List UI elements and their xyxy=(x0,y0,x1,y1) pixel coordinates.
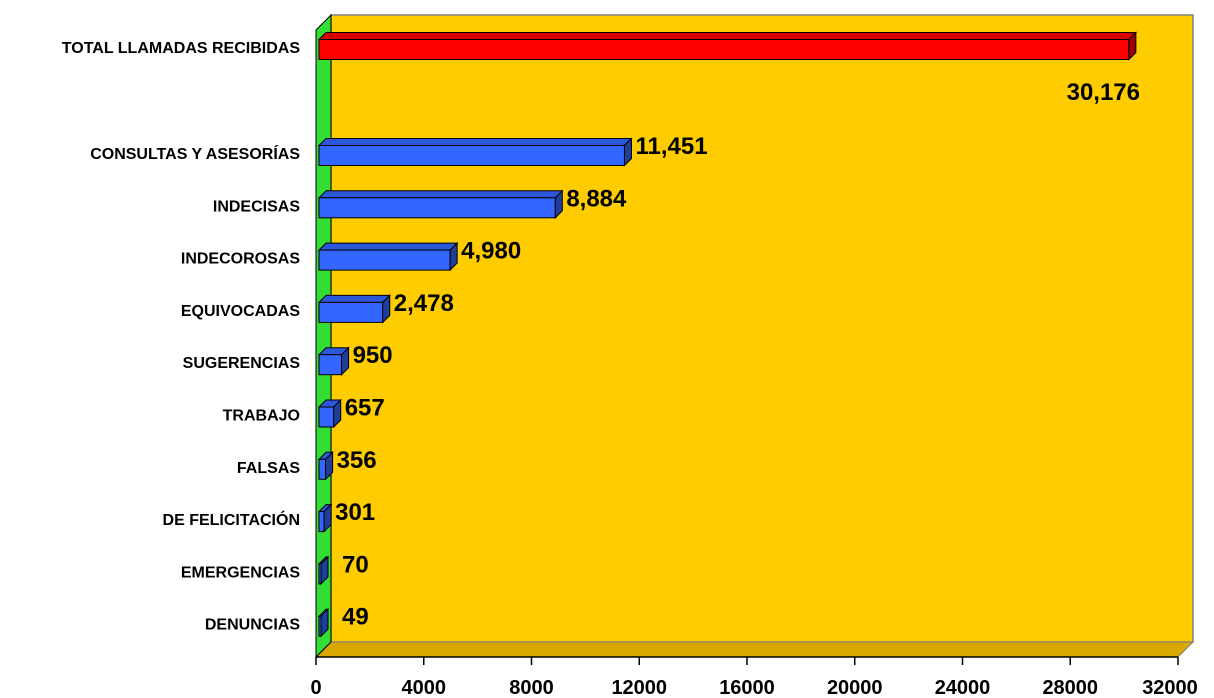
bar-top-total-llamadas-recibidas xyxy=(317,32,1138,40)
category-label-consultas-y-asesorias: CONSULTAS Y ASESORÍAS xyxy=(90,144,300,163)
plot-walls xyxy=(314,13,1195,659)
category-label-denuncias: DENUNCIAS xyxy=(205,617,300,634)
bar-consultas-y-asesorias xyxy=(318,145,625,166)
bar-end-sugerencias xyxy=(341,346,350,376)
bar-trabajo xyxy=(318,406,335,428)
bars-group xyxy=(317,31,1138,638)
bar-top-indecisas xyxy=(317,190,564,199)
category-label-equivocadas: EQUIVOCADAS xyxy=(181,303,300,320)
bar-end-de-felicitacion xyxy=(323,503,332,533)
category-label-indecorosas: INDECOROSAS xyxy=(181,251,300,268)
x-tick-label-0: 0 xyxy=(310,677,321,698)
value-label-de-felicitacion: 301 xyxy=(335,499,375,526)
value-label-indecisas: 8,884 xyxy=(566,185,627,212)
bar-end-emergencias xyxy=(320,555,329,586)
category-label-indecisas: INDECISAS xyxy=(213,198,300,215)
bar-sugerencias xyxy=(318,354,343,376)
bar-end-equivocadas xyxy=(382,294,391,324)
bar-top-consultas-y-asesorias xyxy=(317,138,633,146)
bar-indecorosas xyxy=(318,249,451,271)
bar-end-indecisas xyxy=(554,189,563,220)
bar-end-indecorosas xyxy=(449,241,458,272)
bar-end-denuncias xyxy=(320,607,329,638)
bar-indecisas xyxy=(318,197,556,219)
value-label-denuncias: 49 xyxy=(342,604,369,631)
x-tick-label-8000: 8000 xyxy=(509,677,554,698)
category-label-emergencias: EMERGENCIAS xyxy=(181,564,300,581)
plot-floor xyxy=(314,641,1195,658)
bar-top-equivocadas xyxy=(317,294,391,303)
plot-back-wall xyxy=(330,14,1194,643)
bar-falsas xyxy=(318,458,327,480)
value-label-trabajo: 657 xyxy=(345,395,385,422)
category-label-falsas: FALSAS xyxy=(237,460,300,477)
bar-equivocadas xyxy=(318,301,384,323)
bar-de-felicitacion xyxy=(318,511,325,533)
value-label-consultas-y-asesorias: 11,451 xyxy=(635,133,707,160)
category-label-de-felicitacion: DE FELICITACIÓN xyxy=(163,510,300,529)
plot-side-wall xyxy=(315,13,332,659)
category-label-sugerencias: SUGERENCIAS xyxy=(183,355,301,372)
x-tick-label-12000: 12000 xyxy=(611,677,667,698)
x-tick-label-28000: 28000 xyxy=(1042,677,1098,698)
value-label-falsas: 356 xyxy=(337,447,377,474)
category-labels: TOTAL LLAMADAS RECIBIDAS CONSULTAS Y ASES… xyxy=(62,40,301,634)
value-label-indecorosas: 4,980 xyxy=(461,238,521,265)
bar-end-total-llamadas-recibidas xyxy=(1128,31,1137,61)
x-tick-label-32000: 32000 xyxy=(1142,677,1198,698)
category-label-trabajo: TRABAJO xyxy=(223,408,300,425)
x-tick-label-16000: 16000 xyxy=(719,677,775,698)
bar-total-llamadas-recibidas xyxy=(318,39,1130,60)
x-tick-label-4000: 4000 xyxy=(402,677,447,698)
bar-end-falsas xyxy=(325,451,334,481)
bar-top-indecorosas xyxy=(317,242,459,251)
value-label-total-llamadas-recibidas: 30,176 xyxy=(1067,79,1140,106)
x-tick-label-24000: 24000 xyxy=(935,677,991,698)
value-label-sugerencias: 950 xyxy=(353,342,393,369)
x-tick-label-20000: 20000 xyxy=(827,677,883,698)
category-label-total-llamadas-recibidas: TOTAL LLAMADAS RECIBIDAS xyxy=(62,40,301,57)
value-label-emergencias: 70 xyxy=(342,551,369,578)
bar-end-trabajo xyxy=(333,398,342,429)
bar-end-consultas-y-asesorias xyxy=(623,137,632,167)
x-axis: 0 4000 8000 12000 16000 20000 24000 28000 32000 xyxy=(310,656,1198,698)
value-label-equivocadas: 2,478 xyxy=(394,290,454,317)
